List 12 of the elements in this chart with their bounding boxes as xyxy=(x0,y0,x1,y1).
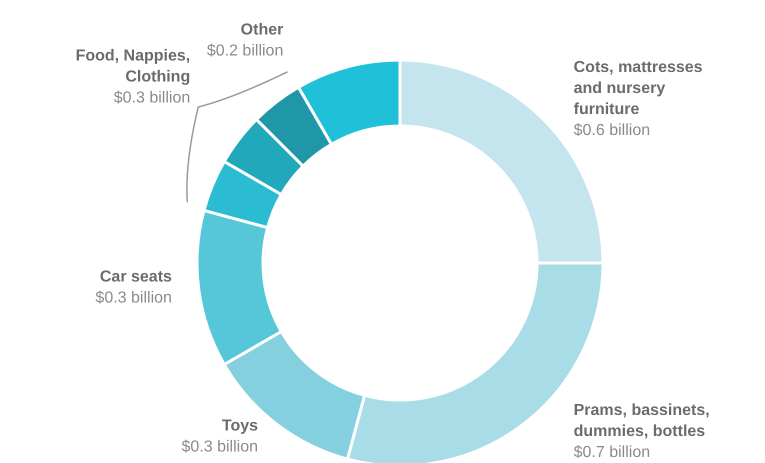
data-label: $0.2 billion xyxy=(206,42,284,60)
data-label: $0.7 billion xyxy=(574,444,650,461)
data-label: $0.3 billion xyxy=(182,438,258,456)
slice-label: Prams, bassinets, dummies, bottles xyxy=(574,402,710,440)
slice-label: Toys xyxy=(222,418,258,435)
slice-label: Car seats xyxy=(100,268,172,286)
text: Food, Nappies, Clothing xyxy=(76,48,190,86)
text: $0.3 billion xyxy=(114,90,190,107)
data-label: $0.6 billion xyxy=(574,122,650,139)
slice-label: Other xyxy=(240,22,284,39)
data-label: $0.3 billion xyxy=(95,289,172,306)
slice-label: Cots, mattresses and nursery furniture xyxy=(574,58,703,118)
